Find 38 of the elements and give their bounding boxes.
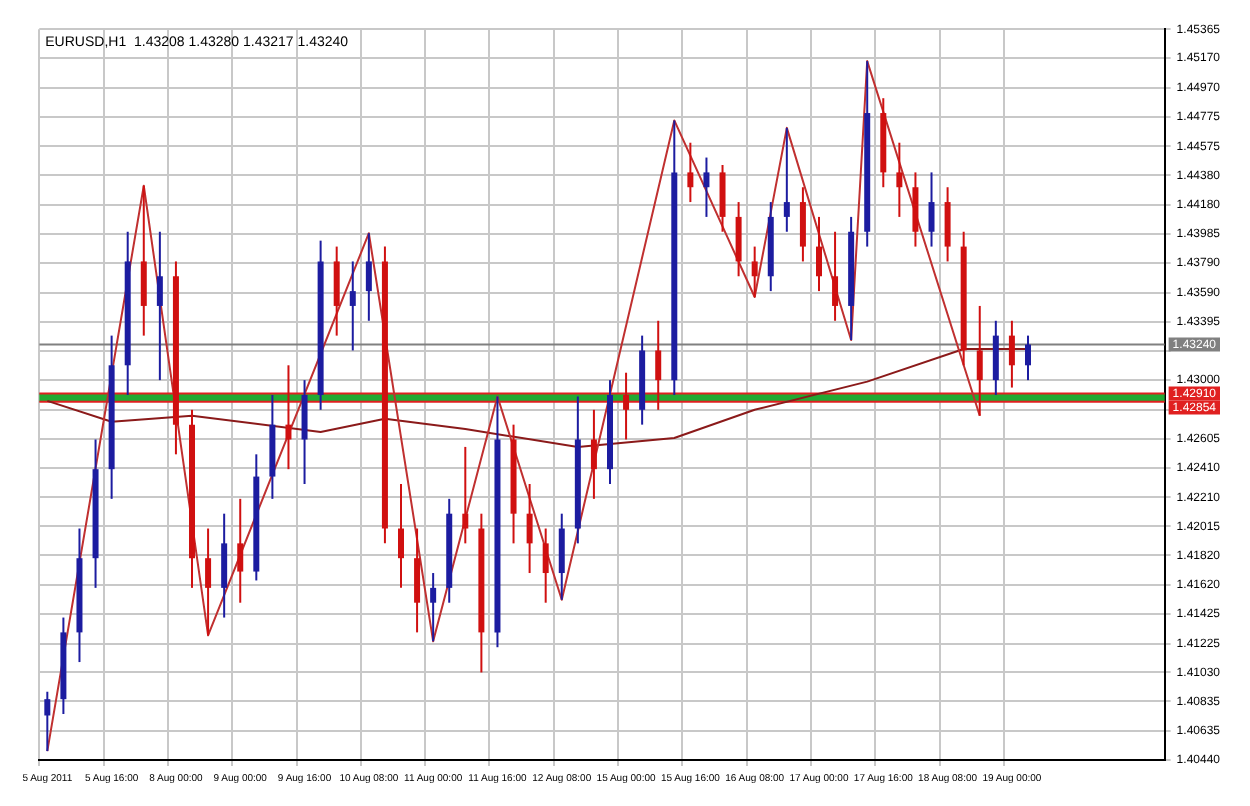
candlestick [976, 304, 983, 417]
candlestick [799, 186, 806, 263]
candlestick [237, 497, 244, 604]
candlestick [687, 141, 694, 204]
candlestick [221, 512, 228, 619]
candlestick [365, 232, 372, 322]
candlestick [815, 215, 822, 293]
candlestick [156, 230, 163, 382]
candlestick [349, 260, 356, 352]
candlestick [301, 379, 308, 485]
candlestick [928, 171, 935, 248]
candlestick [944, 186, 951, 263]
candlestick [414, 527, 421, 634]
candlestick [285, 364, 292, 471]
candlestick [398, 483, 404, 589]
candlestick [333, 245, 340, 337]
candlestick [526, 483, 533, 575]
candlestick [44, 690, 51, 753]
candlestick [832, 230, 839, 322]
candlestick [1008, 319, 1015, 389]
candlestick [735, 201, 742, 278]
candlestick [140, 184, 147, 337]
candlestick [703, 156, 710, 218]
candlestick [992, 319, 999, 396]
candlestick [719, 163, 726, 233]
candlestick [783, 126, 790, 233]
candlestick [558, 512, 565, 601]
candlestick [462, 445, 469, 545]
candlestick [430, 572, 437, 643]
candlestick [542, 527, 549, 604]
candlestick [205, 527, 212, 637]
candlestick [655, 319, 662, 411]
candlestick [590, 408, 597, 500]
candlestick [896, 141, 903, 218]
candlestick [912, 171, 919, 248]
candlestick [1024, 334, 1031, 382]
candlestick [751, 245, 758, 299]
candlestick [623, 371, 630, 441]
